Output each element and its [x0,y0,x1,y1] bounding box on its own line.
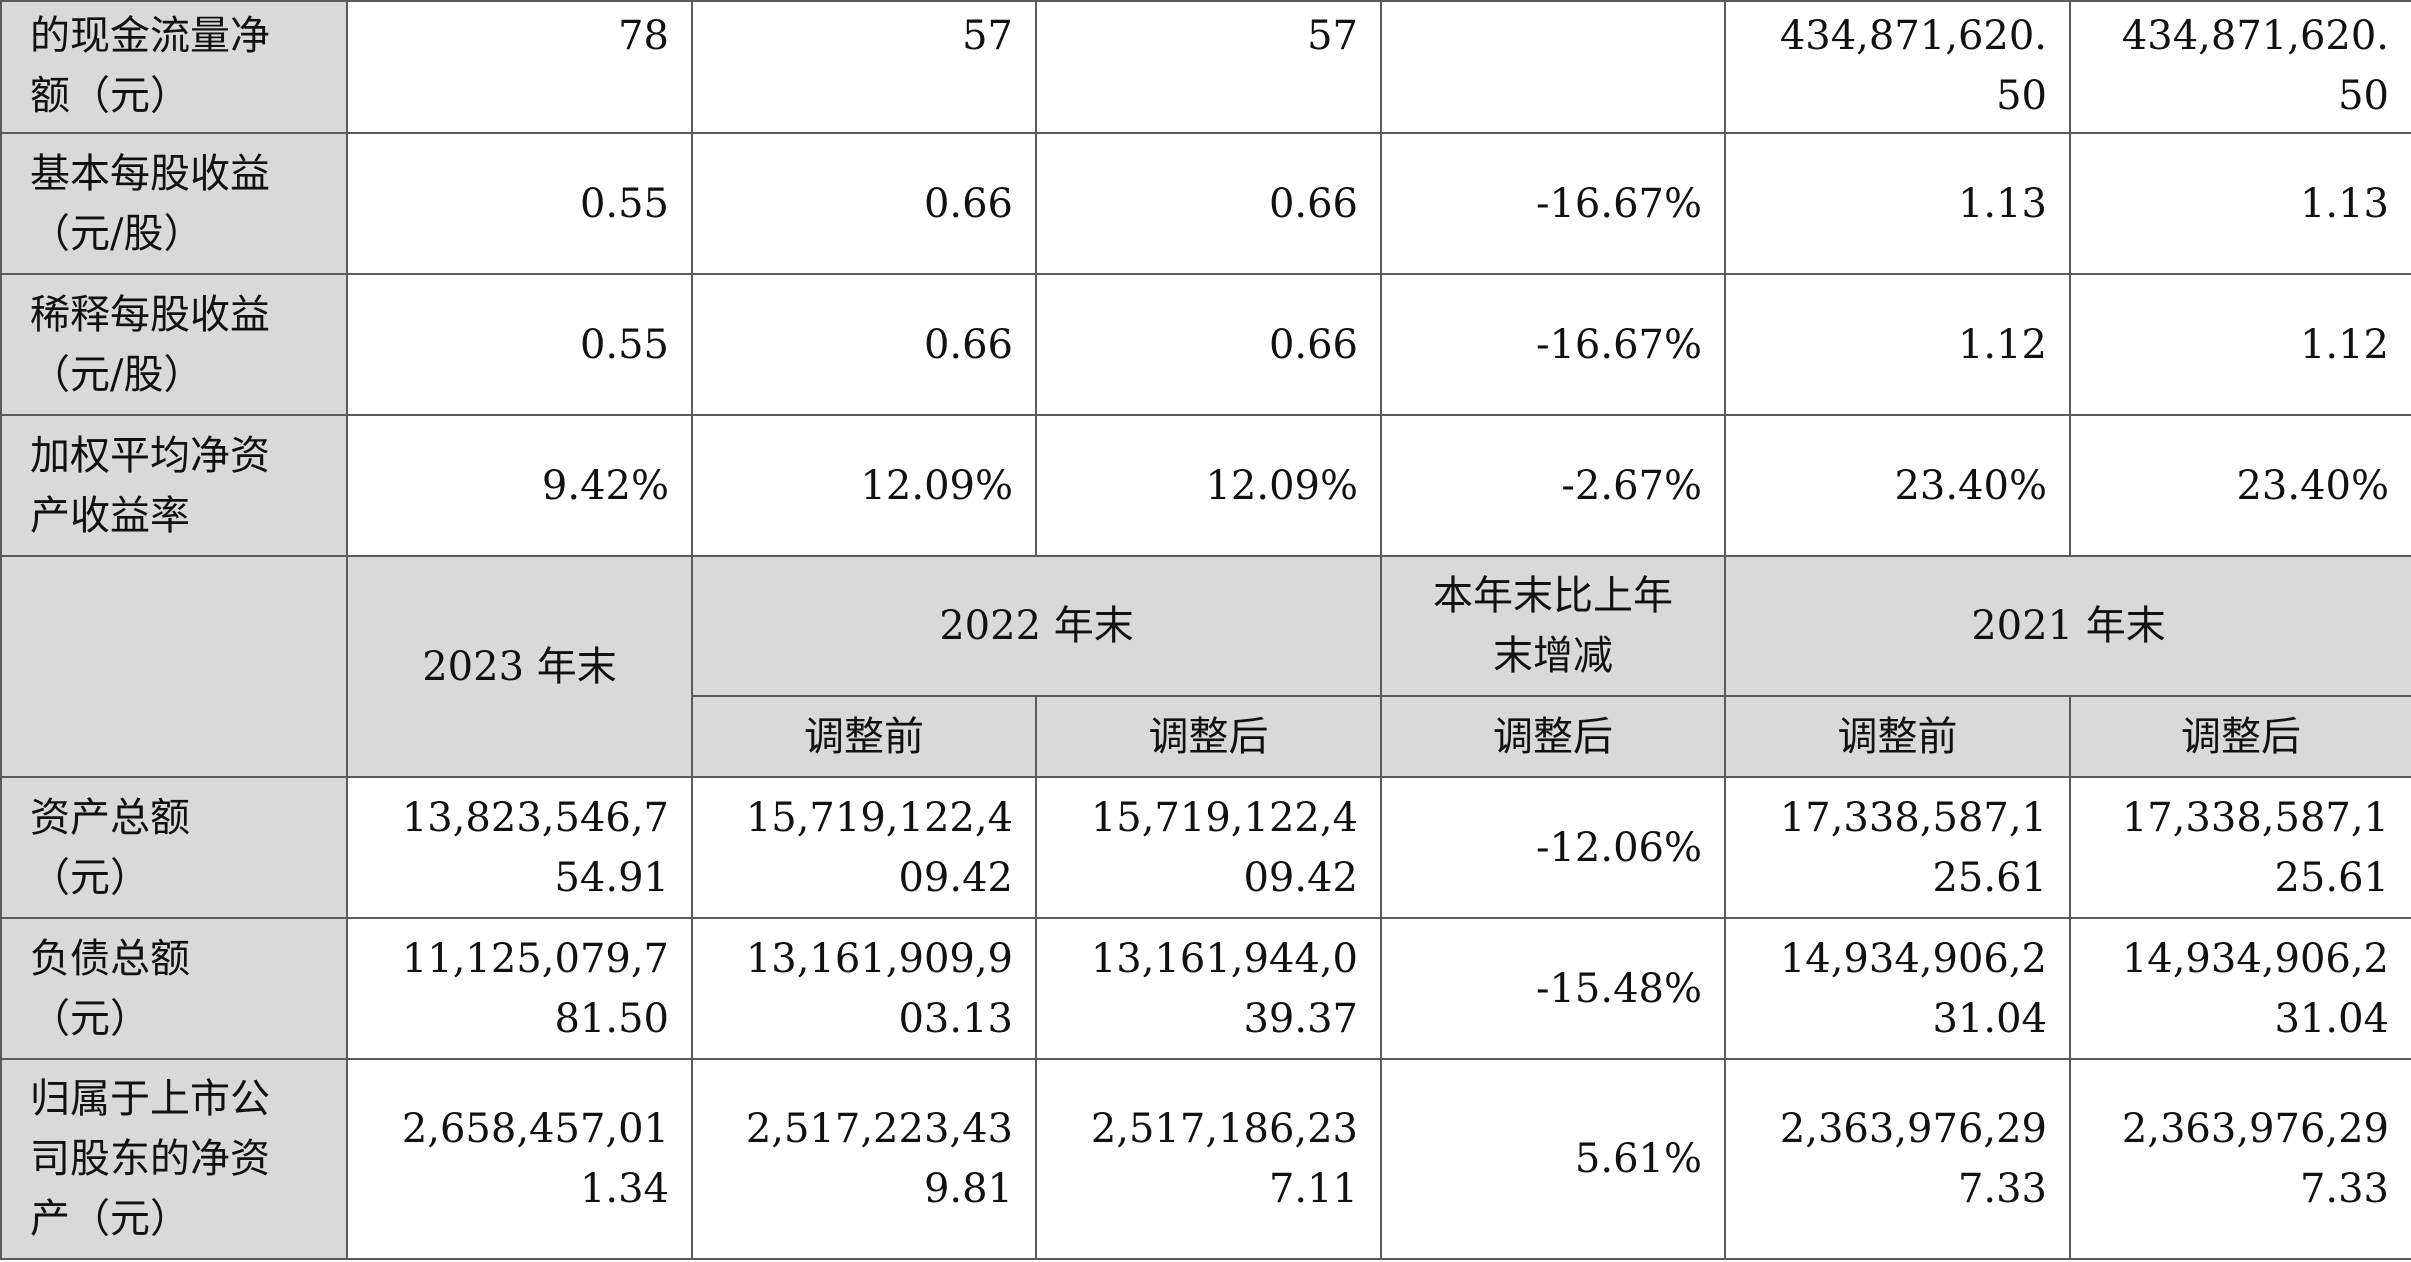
cell-value: 2,658,457,01 1.34 [346,1058,693,1260]
cell-value: 0.55 [346,132,693,275]
header-blank-cell [0,555,348,778]
cell-value: 12.09% [1035,414,1382,557]
cell-value: 2,363,976,29 7.33 [2069,1058,2411,1260]
cell-value: -16.67% [1380,132,1726,275]
cell-value: 23.40% [2069,414,2411,557]
cell-value: 1.12 [2069,273,2411,416]
cell-value: -12.06% [1380,776,1726,919]
cell-value: 0.66 [691,273,1037,416]
row-label-roe: 加权平均净资 产收益率 [0,414,348,557]
row-label-total-liabilities: 负债总额 （元） [0,917,348,1060]
row-label-total-assets: 资产总额 （元） [0,776,348,919]
cell-value: -15.48% [1380,917,1726,1060]
subheader-after-adjust: 调整后 [1380,695,1726,778]
cell-value: 15,719,122,4 09.42 [1035,776,1382,919]
cell-value: 11,125,079,7 81.50 [346,917,693,1060]
cell-value: 17,338,587,1 25.61 [1724,776,2071,919]
subheader-after-adjust: 调整后 [2069,695,2411,778]
cell-value: -16.67% [1380,273,1726,416]
header-2023-end: 2023 年末 [346,555,693,778]
cell-value: 57 [691,0,1037,134]
cell-value: 9.42% [346,414,693,557]
cell-value: 23.40% [1724,414,2071,557]
header-2021-end: 2021 年末 [1724,555,2411,697]
subheader-before-adjust: 调整前 [1724,695,2071,778]
row-label-net-assets: 归属于上市公 司股东的净资 产（元） [0,1058,348,1260]
table-row: 稀释每股收益 （元/股） 0.55 0.66 0.66 -16.67% 1.12… [0,273,2411,416]
cell-value: 13,161,944,0 39.37 [1035,917,1382,1060]
subheader-row: 调整前 调整后 调整后 调整前 调整后 [1,695,2411,778]
cell-value: 2,363,976,29 7.33 [1724,1058,2071,1260]
cell-value: 2,517,223,43 9.81 [691,1058,1037,1260]
cell-value: 17,338,587,1 25.61 [2069,776,2411,919]
cell-value: 14,934,906,2 31.04 [1724,917,2071,1060]
cell-value: 0.66 [691,132,1037,275]
row-label-basic-eps: 基本每股收益 （元/股） [0,132,348,275]
cell-value: 13,823,546,7 54.91 [346,776,693,919]
table-row: 加权平均净资 产收益率 9.42% 12.09% 12.09% -2.67% 2… [0,414,2411,557]
cell-value: 434,871,620. 50 [1724,0,2071,134]
table-row: 负债总额 （元） 11,125,079,7 81.50 13,161,909,9… [0,917,2411,1060]
cell-value: 1.13 [2069,132,2411,275]
cell-value: 434,871,620. 50 [2069,0,2411,134]
cell-value: 0.66 [1035,273,1382,416]
row-label-cash-flow: 的现金流量净 额（元） [0,0,348,134]
cell-value: 1.12 [1724,273,2071,416]
cell-value: 15,719,122,4 09.42 [691,776,1037,919]
cell-value: 78 [346,0,693,134]
cell-value: 14,934,906,2 31.04 [2069,917,2411,1060]
table-row: 的现金流量净 额（元） 78 57 57 434,871,620. 50 434… [0,0,2411,134]
header-2022-end: 2022 年末 [691,555,1382,697]
subheader-after-adjust: 调整后 [1035,695,1382,778]
cell-value: -2.67% [1380,414,1726,557]
table-row: 基本每股收益 （元/股） 0.55 0.66 0.66 -16.67% 1.13… [0,132,2411,275]
header-change: 本年末比上年 末增减 [1380,555,1726,697]
subheader-before-adjust: 调整前 [691,695,1037,778]
cell-value: 13,161,909,9 03.13 [691,917,1037,1060]
table-row: 资产总额 （元） 13,823,546,7 54.91 15,719,122,4… [0,776,2411,919]
cell-value: 5.61% [1380,1058,1726,1260]
row-label-diluted-eps: 稀释每股收益 （元/股） [0,273,348,416]
cell-value: 57 [1035,0,1382,134]
header-row: 2023 年末 2022 年末 本年末比上年 末增减 2021 年末 [0,555,2411,778]
cell-value: 12.09% [691,414,1037,557]
cell-value [1380,0,1726,134]
cell-value: 0.55 [346,273,693,416]
cell-value: 0.66 [1035,132,1382,275]
table-row: 归属于上市公 司股东的净资 产（元） 2,658,457,01 1.34 2,5… [0,1058,2411,1260]
cell-value: 2,517,186,23 7.11 [1035,1058,1382,1260]
cell-value: 1.13 [1724,132,2071,275]
